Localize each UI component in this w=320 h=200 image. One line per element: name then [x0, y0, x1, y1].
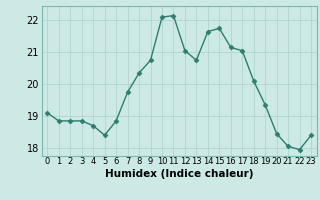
X-axis label: Humidex (Indice chaleur): Humidex (Indice chaleur)	[105, 169, 253, 179]
